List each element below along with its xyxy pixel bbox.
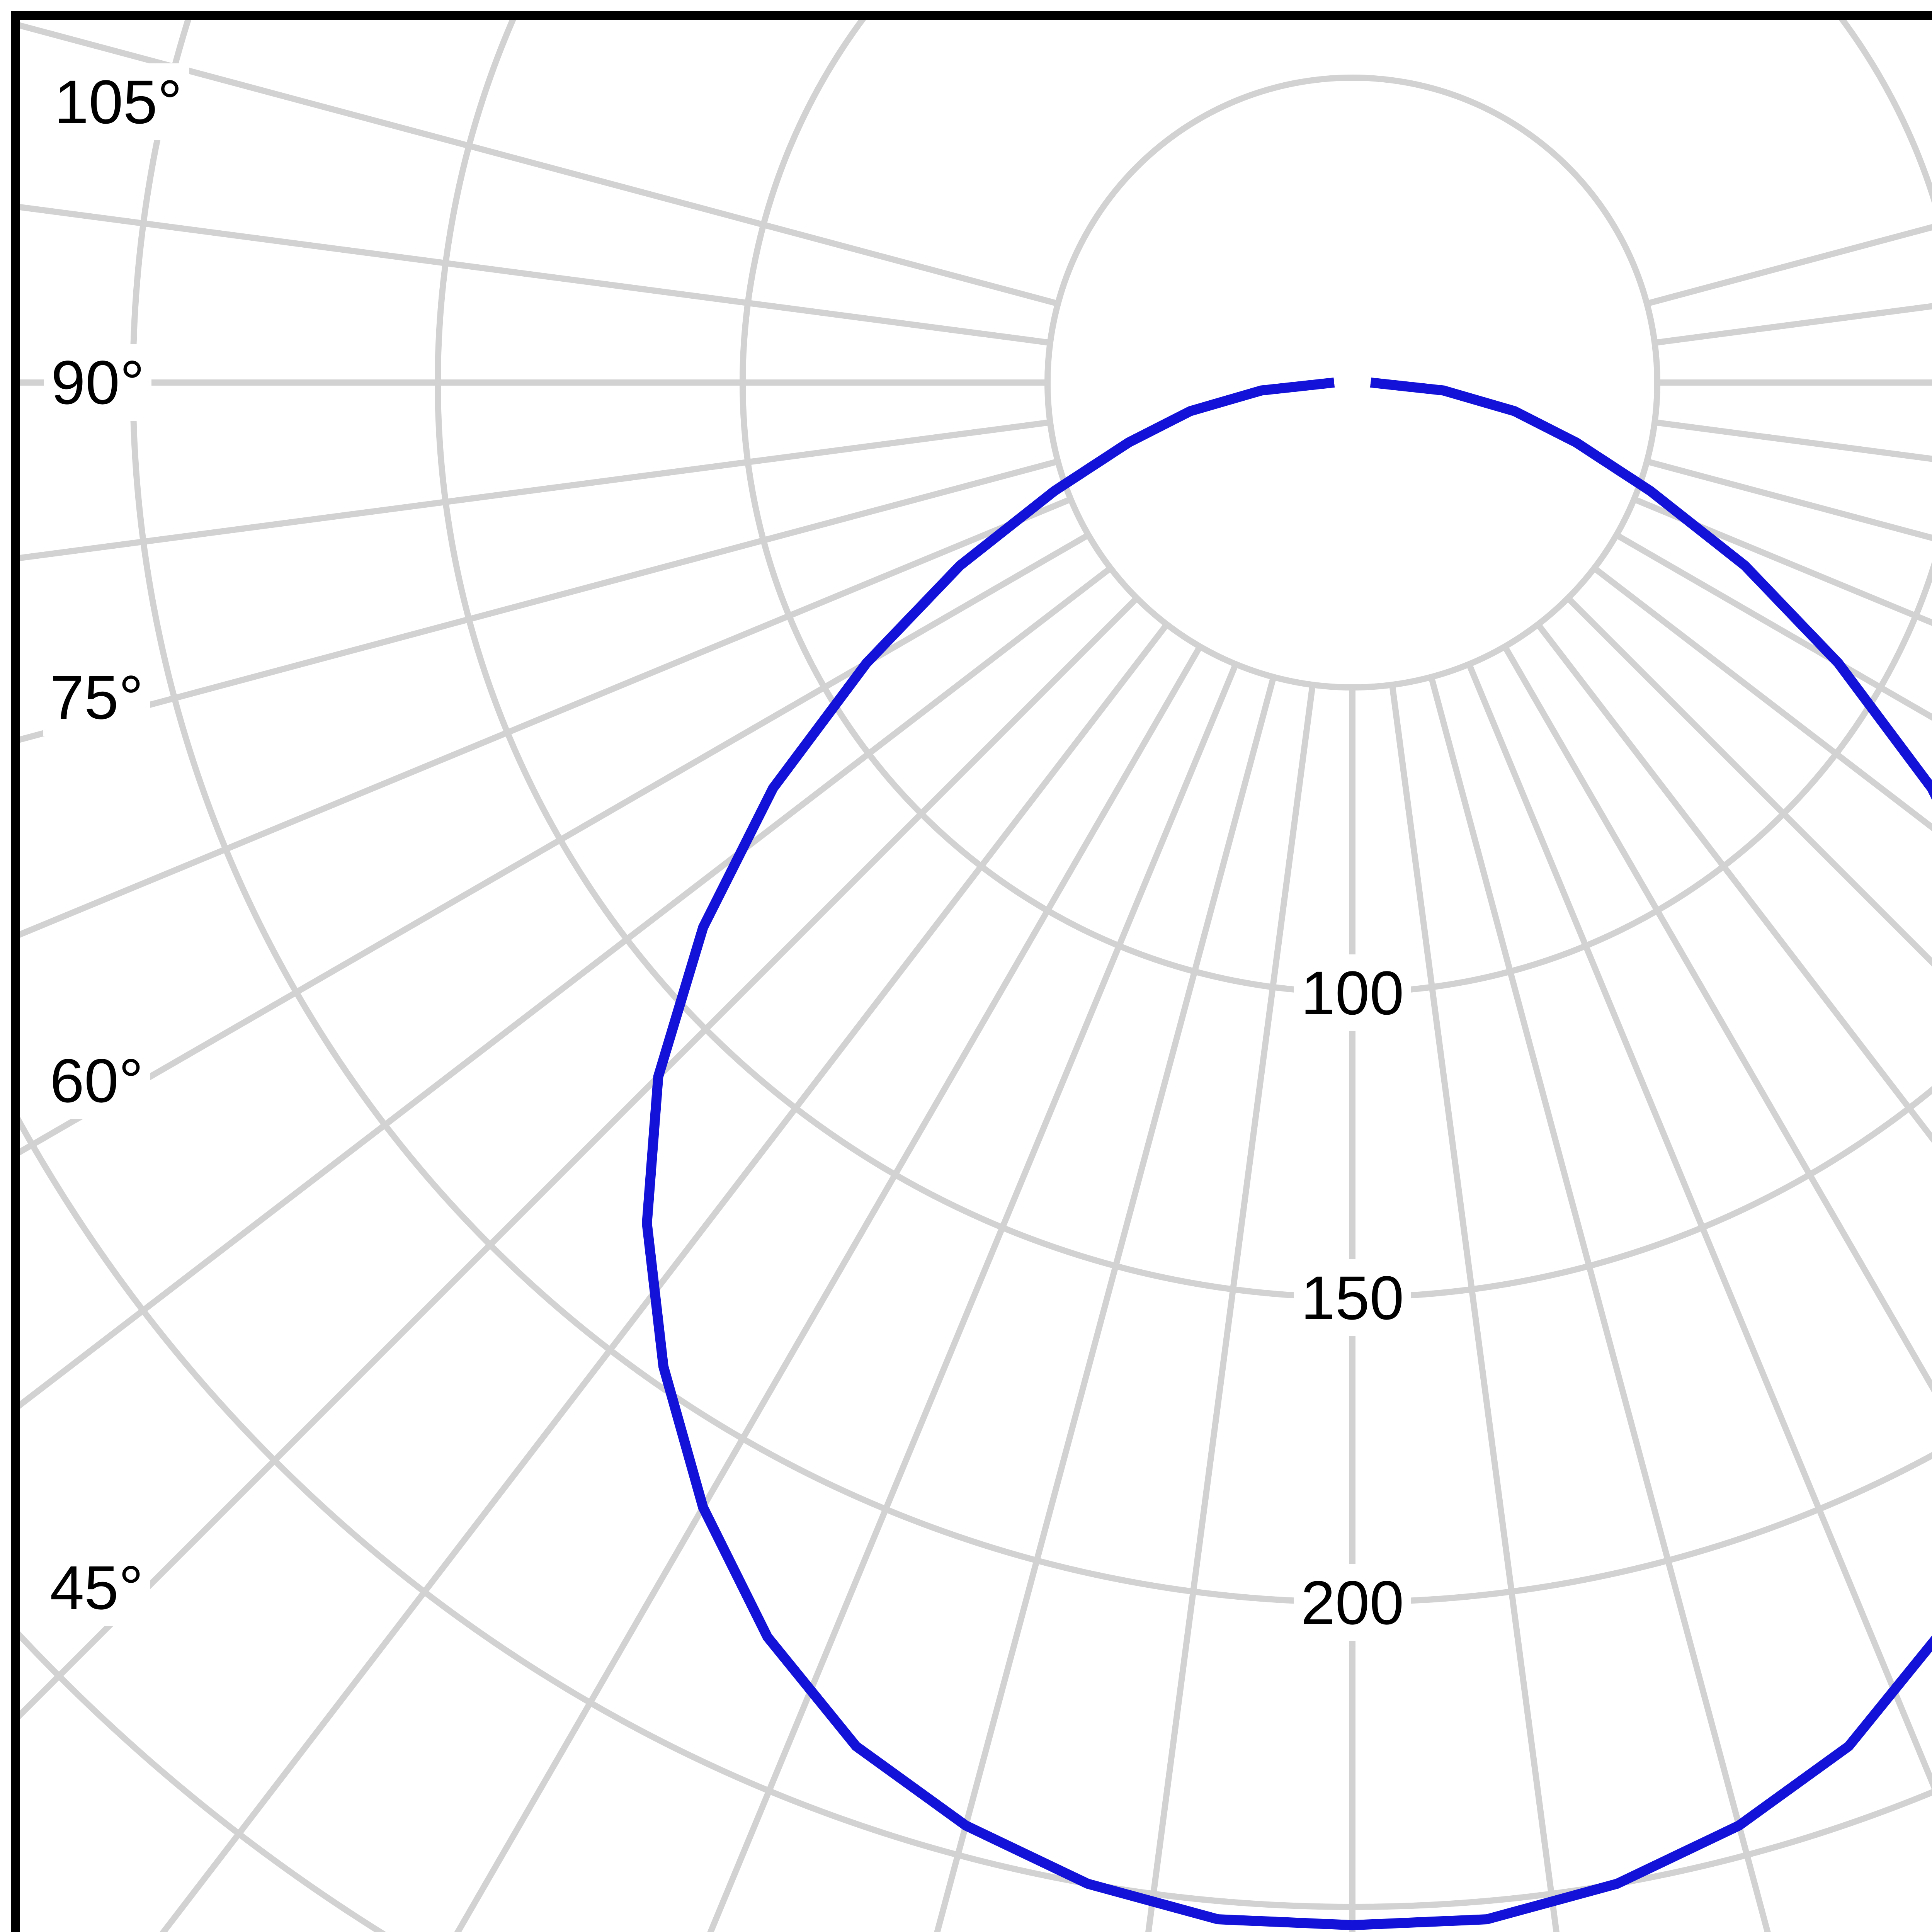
plot-frame: [11, 11, 1932, 1932]
grid-angle-line--22.5: [707, 663, 1239, 1932]
grid-angle-line--30: [454, 645, 1203, 1932]
angle-label-l75: 75°: [50, 663, 143, 732]
grid-angle-line--7.5: [1145, 684, 1316, 1932]
angle-label-l45: 45°: [50, 1553, 143, 1622]
grid-angle-line-37.5: [1535, 622, 1932, 1143]
grid-angle-line--60: [20, 532, 1090, 1155]
grid-angle-line--82.5: [20, 419, 1051, 561]
ring-label-100: 100: [1301, 958, 1404, 1027]
grid-ring-50: [1044, 75, 1660, 690]
angle-label-l105: 105°: [54, 67, 182, 136]
angle-label-l75-bg: [43, 659, 150, 736]
angle-label-l60-bg: [43, 1042, 150, 1119]
grid-angle-line--52.5: [20, 565, 1112, 1409]
grid-angle-line--45: [20, 596, 1139, 1719]
grid-angle-line--97.5: [20, 204, 1051, 346]
grid-angle-line-30: [1502, 645, 1932, 1393]
grid-angle-line-60: [1615, 532, 1932, 721]
grid-angle-line-22.5: [1466, 663, 1932, 1790]
grid-angle-line--37.5: [159, 622, 1170, 1932]
curve-c0-c180: [642, 378, 1932, 1930]
angle-label-l60: 60°: [50, 1046, 143, 1115]
ring-label-150-bg: [1294, 1259, 1411, 1336]
angle-label-l105-bg: [47, 63, 189, 140]
curve-c90-c270: [642, 378, 1932, 1930]
angle-label-l90-bg: [44, 344, 151, 421]
grid-angle-line-75: [1646, 458, 1932, 541]
grid-angle-line--15: [934, 676, 1277, 1932]
ring-label-150: 150: [1301, 1263, 1404, 1332]
angle-label-l45-bg: [43, 1549, 150, 1626]
grid-angle-line--105: [20, 22, 1059, 307]
grid-angle-line-7.5: [1389, 684, 1560, 1932]
grid-angle-line-105: [1646, 224, 1932, 307]
ring-label-100-bg: [1294, 954, 1411, 1031]
ring-label-200-bg: [1294, 1564, 1411, 1641]
grid-angle-line-45: [1566, 596, 1932, 967]
ring-label-200: 200: [1301, 1568, 1404, 1637]
grid-angle-line-15: [1428, 676, 1771, 1932]
grid-angle-line--67.5: [20, 496, 1072, 938]
angle-label-l90: 90°: [51, 348, 145, 417]
grid-angle-line--75: [20, 458, 1059, 743]
